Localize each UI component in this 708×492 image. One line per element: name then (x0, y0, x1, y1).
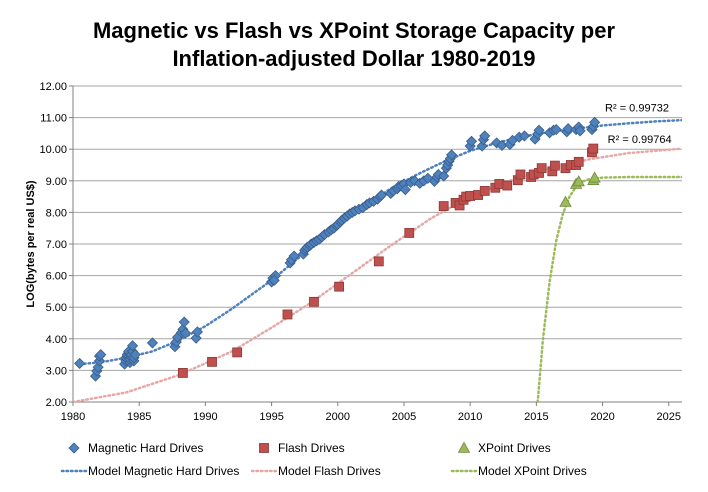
x-tick-label: 2015 (524, 411, 548, 423)
x-tick-label: 2025 (657, 411, 681, 423)
x-tick-label: 2005 (392, 411, 416, 423)
data-point-magnetic-hard-drives (550, 124, 562, 136)
r-squared-label: R² = 0.99732 (605, 102, 669, 114)
y-tick-label: 5.00 (46, 302, 67, 314)
data-point-xpoint-drives (572, 175, 585, 187)
data-point-flash-drives (177, 368, 188, 378)
legend-label: Model Magnetic Hard Drives (88, 464, 239, 478)
data-point-flash-drives (438, 201, 449, 211)
data-point-flash-drives (282, 309, 293, 320)
legend-label: XPoint Drives (478, 441, 551, 455)
y-tick-label: 8.00 (46, 207, 67, 219)
legend-marker-swatch (259, 443, 269, 453)
data-point-flash-drives (515, 169, 526, 180)
y-tick-label: 3.00 (46, 365, 67, 377)
data-point-flash-drives (588, 143, 599, 154)
y-tick-label: 2.00 (46, 397, 67, 409)
data-point-magnetic-hard-drives (589, 116, 601, 128)
y-tick-label: 10.00 (39, 144, 67, 156)
y-tick-label: 6.00 (46, 271, 67, 283)
legend-label: Flash Drives (278, 441, 345, 455)
data-point-flash-drives (536, 163, 547, 174)
data-point-flash-drives (502, 180, 513, 191)
data-point-magnetic-hard-drives (574, 125, 586, 137)
legend-item: Model Magnetic Hard Drives (60, 464, 239, 478)
y-tick-label: 7.00 (46, 239, 67, 251)
chart-title-line2: Inflation-adjusted Dollar 1980-2019 (172, 46, 535, 71)
x-tick-label: 2010 (458, 411, 482, 423)
data-point-magnetic-hard-drives (191, 326, 204, 338)
data-point-flash-drives (207, 356, 217, 367)
y-tick-label: 4.00 (46, 334, 67, 346)
data-point-magnetic-hard-drives (129, 349, 141, 361)
data-point-magnetic-hard-drives (127, 340, 139, 352)
data-point-flash-drives (309, 296, 319, 307)
x-tick-label: 1990 (193, 411, 217, 423)
legend-label: Magnetic Hard Drives (88, 441, 203, 455)
data-point-magnetic-hard-drives (95, 349, 107, 361)
data-point-magnetic-hard-drives (465, 135, 478, 147)
data-point-xpoint-drives (559, 195, 572, 207)
legend-item: Model XPoint Drives (450, 464, 587, 478)
legend-item: Flash Drives (259, 441, 345, 455)
y-tick-label: 9.00 (46, 176, 67, 188)
y-tick-label: 12.00 (39, 81, 67, 93)
data-point-magnetic-hard-drives (268, 274, 280, 286)
data-point-magnetic-hard-drives (533, 124, 545, 136)
data-point-magnetic-hard-drives (74, 357, 86, 370)
x-tick-label: 2000 (326, 411, 350, 423)
data-point-magnetic-hard-drives (288, 250, 300, 262)
data-point-flash-drives (573, 156, 584, 167)
annotation-layer: R² = 0.99732 R² = 0.99764 (605, 102, 672, 146)
y-axis-label: LOG(bytes per real US$) (25, 180, 37, 307)
data-point-flash-drives (334, 281, 345, 292)
data-point-magnetic-hard-drives (479, 130, 491, 142)
data-point-xpoint-drives (588, 171, 601, 183)
data-point-magnetic-hard-drives (146, 337, 159, 349)
data-point-flash-drives (550, 160, 560, 171)
legend-marker-swatch (457, 441, 471, 453)
data-point-flash-drives (232, 347, 243, 358)
chart-title-line1: Magnetic vs Flash vs XPoint Storage Capa… (93, 18, 615, 43)
x-tick-label: 1980 (61, 411, 85, 423)
data-point-magnetic-hard-drives (179, 327, 192, 339)
model-line-model-xpoint-drives (536, 175, 682, 402)
x-tick-label: 2020 (590, 411, 614, 423)
legend-label: Model XPoint Drives (478, 464, 587, 478)
data-points-layer (74, 116, 601, 382)
legend-item: Magnetic Hard Drives (68, 441, 203, 455)
legend-item: XPoint Drives (457, 441, 551, 455)
legend: Magnetic Hard Drives Flash Drives XPoint D… (60, 441, 587, 478)
data-point-magnetic-hard-drives (446, 149, 458, 161)
data-point-magnetic-hard-drives (518, 130, 531, 142)
legend-marker-swatch (68, 442, 80, 454)
data-point-flash-drives (479, 186, 490, 196)
data-point-magnetic-hard-drives (375, 189, 388, 201)
y-tick-label: 11.00 (40, 113, 67, 125)
data-point-magnetic-hard-drives (399, 184, 411, 196)
data-point-flash-drives (404, 228, 415, 238)
x-tick-label: 1995 (259, 411, 283, 423)
r-squared-label: R² = 0.99764 (608, 134, 672, 146)
data-point-magnetic-hard-drives (178, 316, 190, 328)
legend-item: Model Flash Drives (250, 464, 381, 478)
x-tick-label: 1985 (127, 411, 151, 423)
data-point-flash-drives (373, 256, 384, 267)
legend-label: Model Flash Drives (278, 464, 381, 478)
data-point-magnetic-hard-drives (562, 123, 574, 135)
axis-layer: 2.00 3.00 4.00 5.00 6.00 7.00 8.00 9.00 10.00 11.… (39, 81, 682, 423)
